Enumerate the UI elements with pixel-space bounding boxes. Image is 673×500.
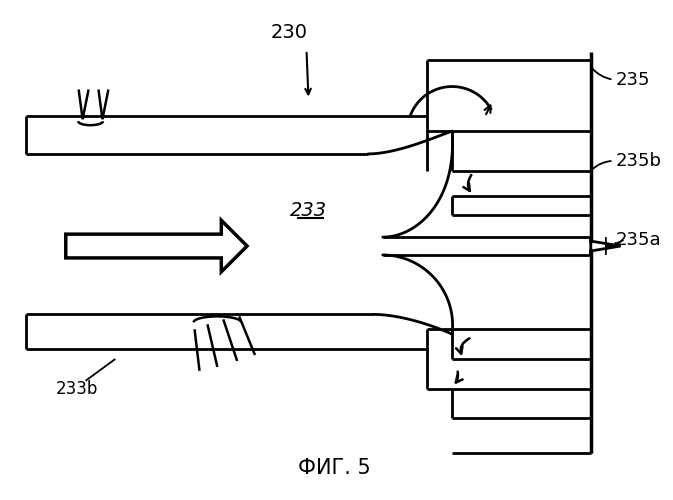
- Text: 233: 233: [290, 201, 327, 220]
- Text: 230: 230: [270, 22, 307, 42]
- Polygon shape: [66, 220, 247, 272]
- Text: 235b: 235b: [616, 152, 662, 170]
- Text: ФИГ. 5: ФИГ. 5: [298, 458, 371, 478]
- Text: 233b: 233b: [56, 380, 98, 398]
- Text: 235: 235: [616, 70, 650, 88]
- Text: 235a: 235a: [616, 231, 662, 249]
- Polygon shape: [591, 237, 621, 255]
- Polygon shape: [606, 237, 621, 255]
